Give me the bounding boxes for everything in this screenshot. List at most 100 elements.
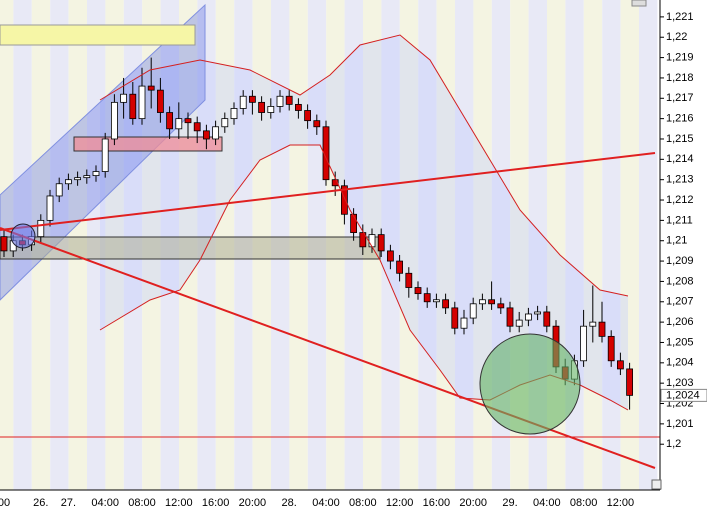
candle-body bbox=[432, 299, 440, 303]
candle-body bbox=[506, 307, 514, 327]
candle-body bbox=[414, 287, 422, 295]
y-tick-label: 1,2 bbox=[666, 438, 681, 450]
y-tick-label: 1,208 bbox=[666, 275, 694, 287]
candle-body bbox=[147, 85, 155, 91]
x-tick-label: 16:00 bbox=[202, 497, 230, 509]
y-tick-label: 1,216 bbox=[666, 113, 694, 125]
candle-body bbox=[258, 101, 266, 113]
candle-body bbox=[626, 368, 633, 396]
axes: 1,21,2011,2021,2031,2041,2051,2061,2071,… bbox=[0, 11, 707, 509]
candle-body bbox=[239, 95, 247, 109]
stripe bbox=[399, 0, 419, 490]
stripe bbox=[639, 0, 658, 490]
candle-body bbox=[267, 106, 275, 113]
y-tick-label: 1,217 bbox=[666, 92, 694, 104]
candle-body bbox=[405, 272, 413, 288]
x-tick-label: 04:00 bbox=[533, 497, 561, 509]
candle-body bbox=[460, 317, 468, 329]
x-tick-label: 20:00 bbox=[459, 497, 487, 509]
candle-body bbox=[129, 93, 137, 120]
x-tick-label: 08:00 bbox=[349, 497, 377, 509]
candle-body bbox=[101, 138, 109, 172]
y-tick-label: 1,215 bbox=[666, 133, 694, 145]
candle-body bbox=[359, 232, 367, 248]
candle-body bbox=[111, 101, 118, 140]
candle-body bbox=[221, 118, 229, 128]
x-tick-label: 27. bbox=[61, 497, 76, 509]
x-tick-label: 28. bbox=[282, 497, 297, 509]
pink-zone bbox=[73, 136, 223, 152]
x-tick-label: 00 bbox=[0, 497, 10, 509]
candle-body bbox=[607, 335, 615, 362]
stripe bbox=[583, 0, 603, 490]
candle-body bbox=[202, 130, 210, 140]
y-tick-label: 1,213 bbox=[666, 174, 694, 186]
corner-icon bbox=[651, 479, 662, 490]
candle-body bbox=[442, 299, 450, 309]
y-tick-label: 1,212 bbox=[666, 194, 694, 206]
x-tick-label: 08:00 bbox=[570, 497, 598, 509]
candle-body bbox=[83, 175, 91, 179]
candle-body bbox=[469, 303, 477, 319]
y-tick-label: 1,214 bbox=[666, 153, 694, 165]
candle-body bbox=[285, 95, 293, 105]
y-tick-label: 1,207 bbox=[666, 296, 694, 308]
candle-body bbox=[0, 236, 8, 252]
y-tick-label: 1,221 bbox=[666, 11, 694, 23]
candle-body bbox=[580, 325, 587, 362]
candle-body bbox=[46, 195, 54, 221]
stripe bbox=[455, 0, 474, 490]
candle-body bbox=[451, 307, 459, 329]
candle-body bbox=[515, 319, 523, 327]
candle-body bbox=[294, 103, 302, 111]
last-price-box bbox=[660, 388, 707, 402]
trend-line bbox=[0, 152, 656, 231]
stripe bbox=[418, 0, 437, 490]
candle-body bbox=[193, 122, 201, 132]
y-tick-label: 1,201 bbox=[666, 418, 694, 430]
y-tick-label: 1,22 bbox=[666, 31, 687, 43]
y-tick-label: 1,211 bbox=[666, 214, 693, 226]
y-tick-label: 1,219 bbox=[666, 51, 694, 63]
x-tick-label: 20:00 bbox=[239, 497, 267, 509]
candle-body bbox=[340, 185, 348, 215]
candle-body bbox=[377, 234, 385, 252]
y-tick-label: 1,206 bbox=[666, 316, 694, 328]
candle-body bbox=[248, 95, 256, 103]
y-tick-label: 1,209 bbox=[666, 255, 694, 267]
stripe bbox=[620, 0, 639, 490]
candle-body bbox=[120, 93, 127, 103]
x-tick-label: 29. bbox=[502, 497, 517, 509]
candle-body bbox=[65, 179, 72, 185]
candle-body bbox=[74, 177, 81, 181]
stripe bbox=[436, 0, 455, 490]
candle-body bbox=[138, 85, 146, 120]
candle-body bbox=[276, 95, 284, 107]
candle-body bbox=[386, 250, 394, 262]
candle-body bbox=[156, 89, 164, 113]
x-tick-label: 08:00 bbox=[128, 497, 156, 509]
candle-body bbox=[368, 234, 376, 248]
candle-body bbox=[543, 311, 551, 327]
candle-body bbox=[350, 213, 358, 233]
x-tick-label: 04:00 bbox=[312, 497, 340, 509]
marker-circle bbox=[10, 223, 36, 249]
candle-body bbox=[396, 260, 404, 274]
candle-body bbox=[589, 321, 597, 327]
candle-body bbox=[212, 126, 220, 140]
x-tick-label: 04:00 bbox=[91, 497, 119, 509]
candle-body bbox=[423, 293, 431, 303]
candle-body bbox=[166, 112, 174, 130]
candle-body bbox=[488, 299, 496, 305]
y-tick-label: 1,204 bbox=[666, 357, 694, 369]
y-tick-label: 1,218 bbox=[666, 72, 694, 84]
candle-body bbox=[525, 313, 532, 321]
candle-body bbox=[184, 118, 192, 124]
candle-body bbox=[37, 219, 45, 238]
candle-body bbox=[175, 118, 183, 130]
stripe bbox=[602, 0, 621, 490]
candle-body bbox=[478, 299, 486, 305]
x-tick-label: 12:00 bbox=[607, 497, 635, 509]
x-tick-label: 16:00 bbox=[423, 497, 451, 509]
candle-body bbox=[92, 171, 100, 177]
